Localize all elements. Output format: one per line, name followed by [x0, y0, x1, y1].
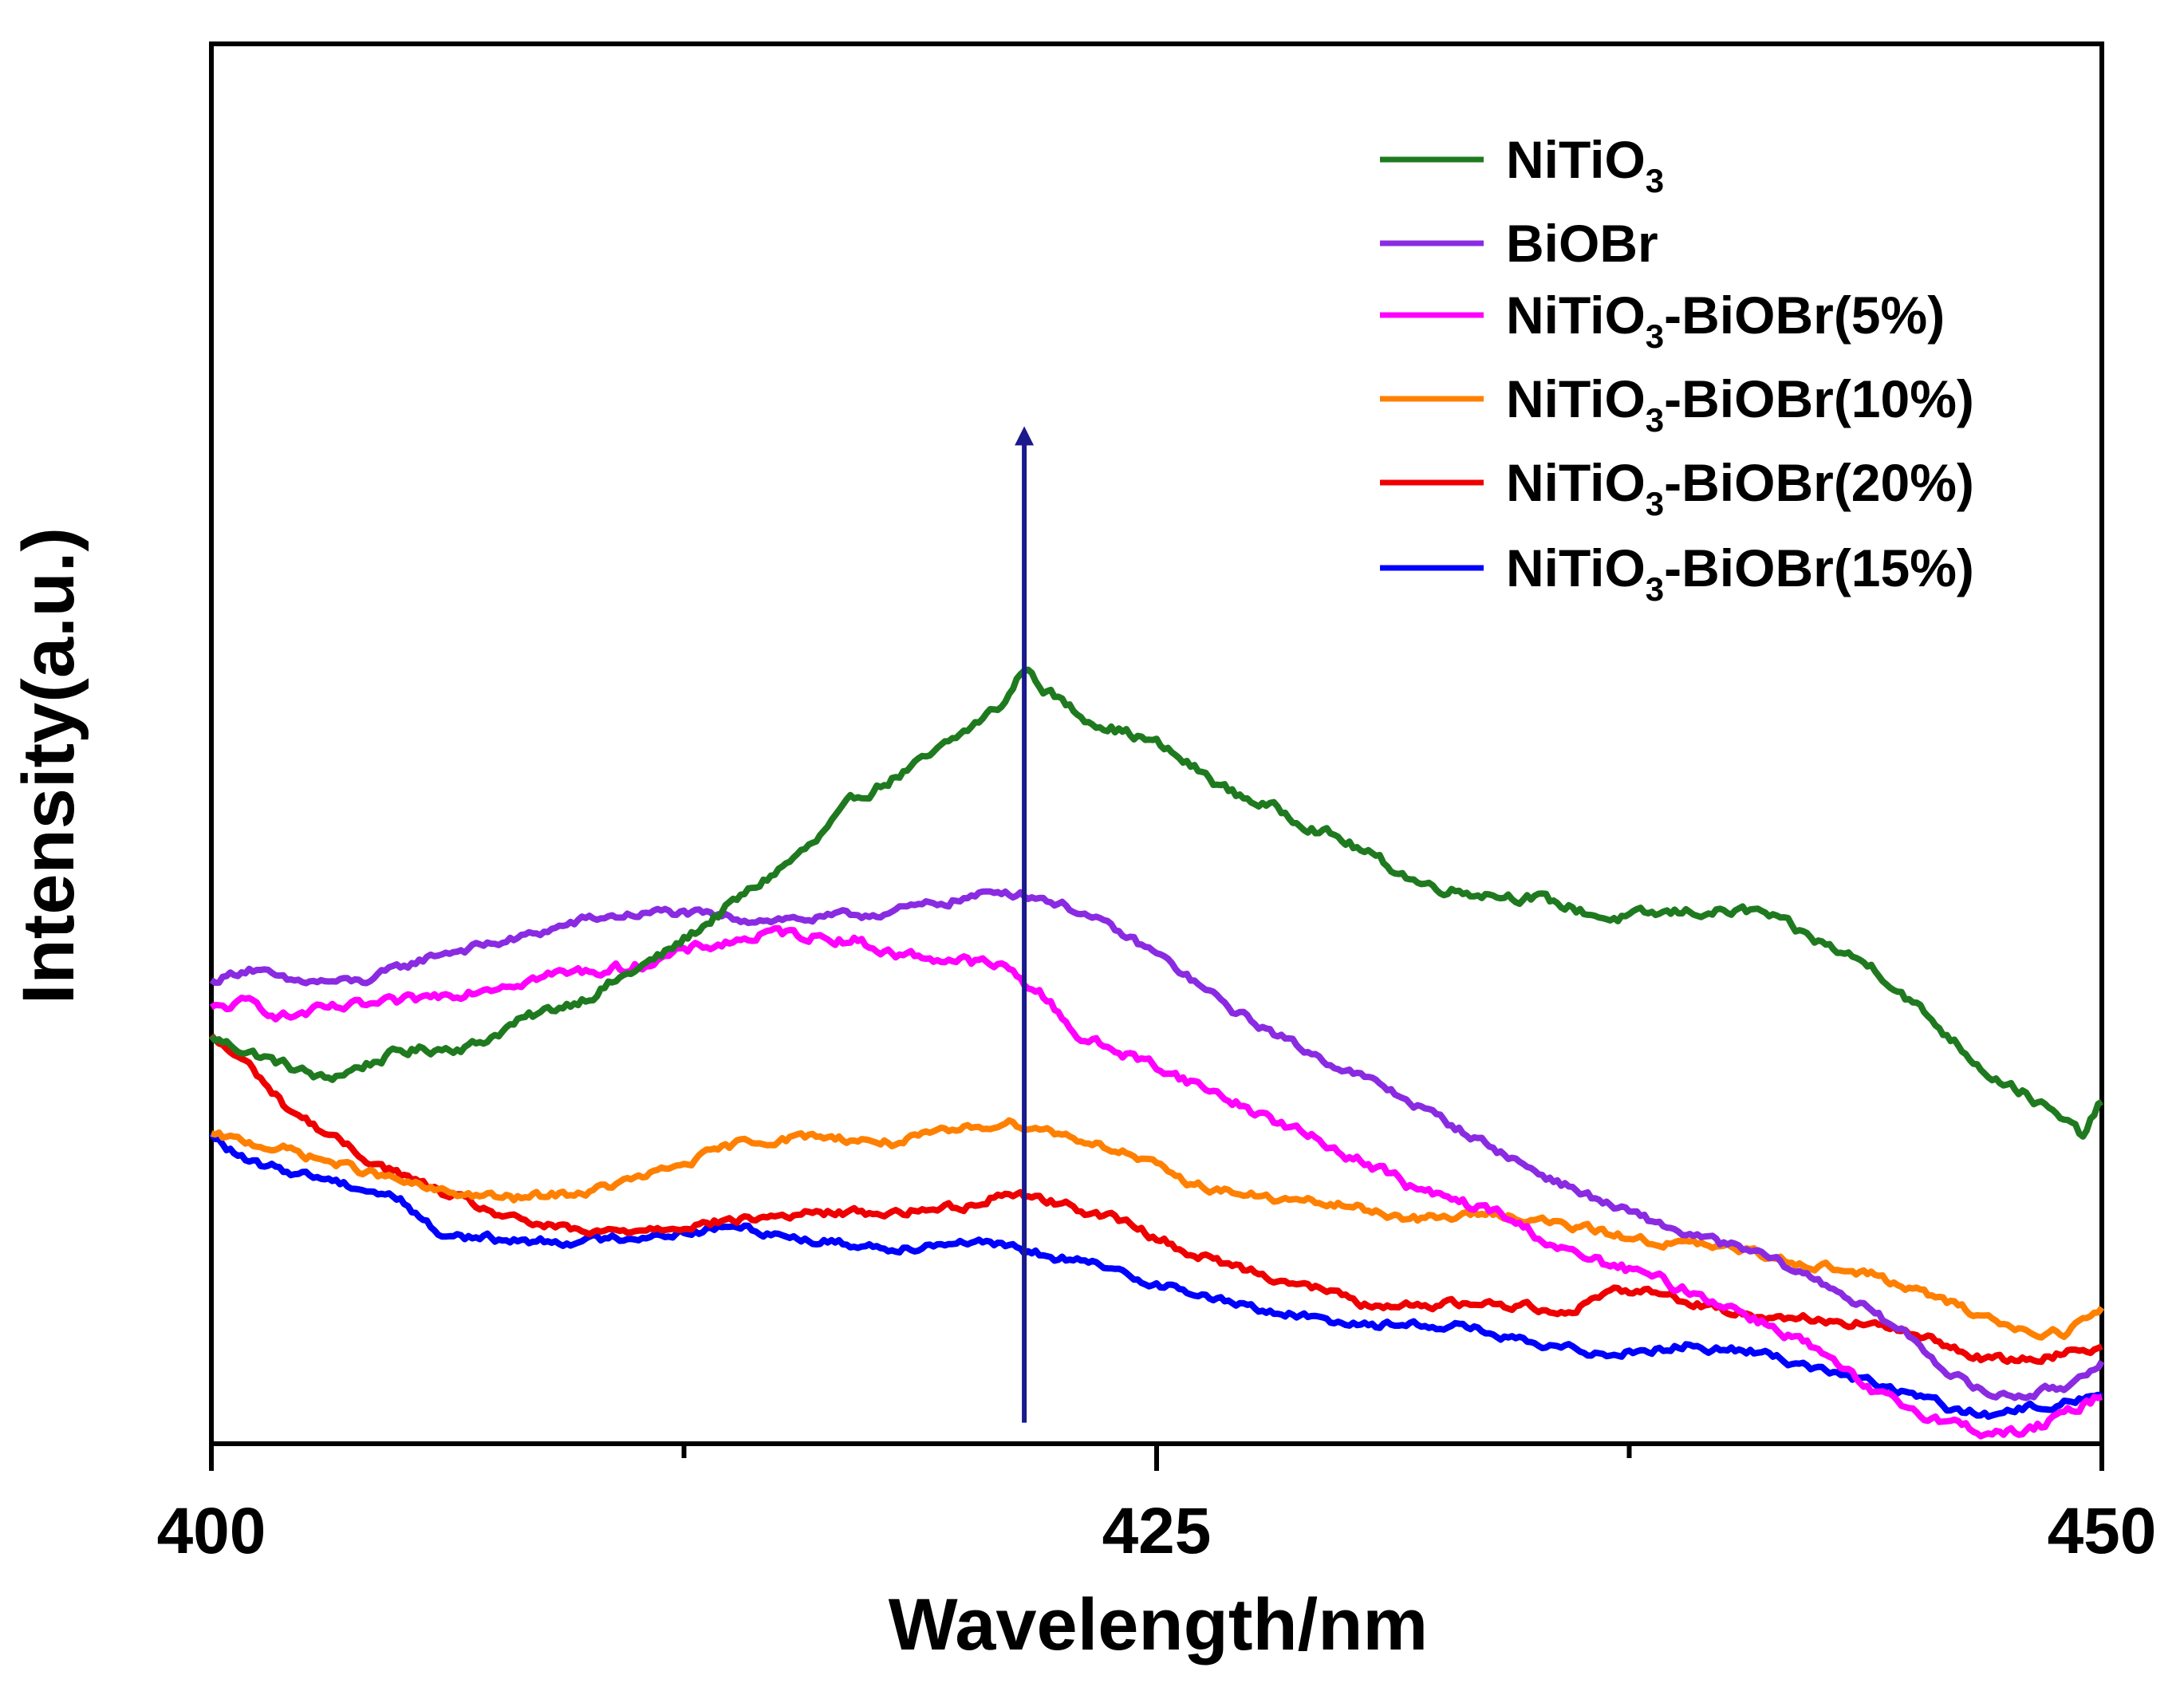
x-tick-label-425: 425	[1102, 1495, 1212, 1567]
series-line-p20	[208, 1033, 2103, 1366]
legend-label-biobr: BiOBr	[1506, 214, 1658, 273]
x-axis-ticks	[209, 1444, 2104, 1471]
legend-label-p20: NiTiO3-BiOBr(20%)	[1506, 453, 1974, 522]
series-line-p5	[209, 924, 2103, 1440]
x-axis-label: Wavelength/nm	[889, 1584, 1428, 1665]
legend: NiTiO3 BiOBr NiTiO3-BiOBr(5%) NiTiO3-BiO…	[1380, 130, 1974, 608]
x-tick-label-400: 400	[157, 1495, 266, 1567]
series-layer	[208, 666, 2105, 1440]
legend-label-p10: NiTiO3-BiOBr(10%)	[1506, 369, 1974, 439]
legend-label-p5: NiTiO3-BiOBr(5%)	[1506, 286, 1945, 355]
series-line-p15	[208, 1131, 2103, 1421]
series-line-biobr	[209, 888, 2105, 1401]
x-tick-label-450: 450	[2048, 1495, 2157, 1567]
series-line-p10	[211, 1117, 2105, 1341]
legend-label-nitio3: NiTiO3	[1506, 130, 1664, 199]
legend-label-p15: NiTiO3-BiOBr(15%)	[1506, 538, 1974, 608]
series-line-nitio3	[208, 666, 2104, 1140]
y-axis-label: Intensity(a.u.)	[8, 527, 89, 1004]
